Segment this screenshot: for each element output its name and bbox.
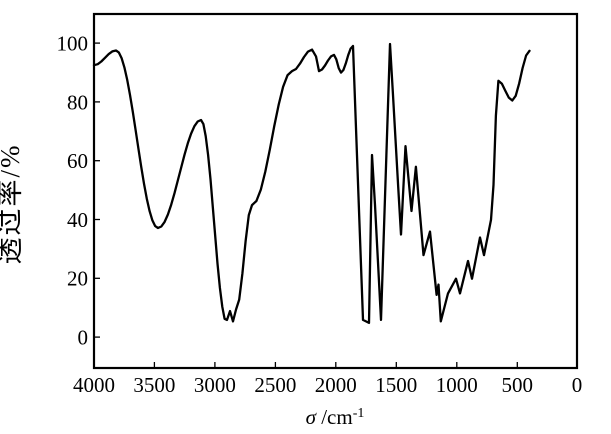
svg-text:40: 40	[67, 208, 88, 232]
svg-text:1000: 1000	[436, 373, 478, 397]
svg-text:0: 0	[572, 373, 583, 397]
svg-text:500: 500	[502, 373, 534, 397]
svg-text:3000: 3000	[194, 373, 236, 397]
svg-text:60: 60	[67, 149, 88, 173]
svg-text:0: 0	[78, 326, 89, 350]
svg-text:20: 20	[67, 267, 88, 291]
svg-text:σ /cm-1: σ /cm-1	[306, 405, 365, 429]
svg-text:2500: 2500	[254, 373, 296, 397]
svg-text:1500: 1500	[375, 373, 417, 397]
svg-text:80: 80	[67, 90, 88, 114]
svg-text:3500: 3500	[133, 373, 175, 397]
svg-text:透过率/%: 透过率/%	[0, 144, 25, 265]
svg-text:2000: 2000	[315, 373, 357, 397]
svg-text:100: 100	[57, 32, 89, 56]
svg-text:4000: 4000	[73, 373, 115, 397]
